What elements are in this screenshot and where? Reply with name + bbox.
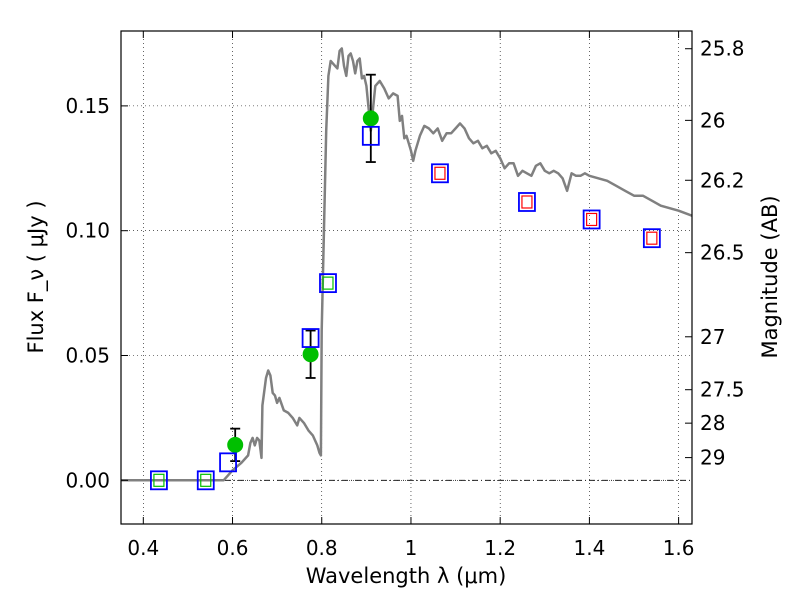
- mag-tick-label: 27: [700, 325, 725, 349]
- right-axis-title: Magnitude (AB): [758, 195, 782, 358]
- model-photometry-inner-square: [153, 473, 165, 487]
- model-photometry-square: [431, 163, 449, 184]
- x-axis-title: Wavelength λ (μm): [306, 564, 507, 588]
- observed-photometry-point: [362, 110, 379, 127]
- tick-labels: 0.4 0.6 0.8 1 1.2 1.4 1.6 0.00 0.05 0.10 0.15 25.8 2…: [65, 37, 744, 560]
- x-tick-label: 0.6: [217, 536, 249, 560]
- y-axis-title: Flux F_ν ( μJy ): [24, 200, 49, 353]
- y-tick-label: 0.15: [65, 94, 110, 118]
- y-tick-label: 0.05: [65, 344, 110, 368]
- model-photometry-inner-square: [434, 166, 446, 180]
- model-photometry-square: [196, 470, 215, 491]
- tick-marks: [121, 31, 692, 524]
- mag-tick-label: 27.5: [700, 378, 745, 402]
- x-tick-label: 1: [405, 536, 418, 560]
- y-tick-label: 0.00: [65, 468, 110, 492]
- mag-tick-label: 25.8: [700, 37, 745, 61]
- model-photometry-square: [301, 328, 320, 348]
- mag-tick-label: 26.5: [700, 241, 745, 265]
- model-photometry-inner-square: [322, 276, 334, 290]
- x-tick-label: 0.8: [306, 536, 338, 560]
- x-tick-label: 0.4: [127, 536, 159, 560]
- model-photometry-square: [150, 470, 168, 491]
- spectrum-line: [121, 47, 692, 482]
- observed-photometry-point: [227, 436, 244, 453]
- mag-tick-label: 26.2: [700, 168, 745, 192]
- plot-frame: [120, 30, 693, 525]
- mag-tick-label: 29: [700, 446, 725, 470]
- model-photometry-square: [582, 209, 601, 230]
- model-photometry-square: [361, 125, 380, 146]
- model-photometry-inner-square: [521, 195, 533, 209]
- model-photometry-inner-square: [586, 212, 598, 227]
- plot-area: [121, 47, 692, 491]
- model-photometry-inner-square: [200, 473, 212, 487]
- observed-photometry-point: [302, 346, 319, 363]
- x-tick-label: 1.6: [663, 536, 695, 560]
- grid-lines: [121, 31, 692, 524]
- mag-tick-label: 26: [700, 108, 725, 132]
- mag-tick-label: 28: [700, 411, 725, 435]
- x-tick-label: 1.2: [484, 536, 516, 560]
- model-photometry-square: [518, 192, 536, 212]
- model-photometry-square: [642, 228, 661, 249]
- model-photometry-inner-square: [646, 231, 658, 245]
- x-tick-label: 1.4: [573, 536, 605, 560]
- model-photometry-square: [319, 273, 337, 294]
- y-tick-label: 0.10: [65, 219, 110, 243]
- model-photometry-square: [219, 452, 237, 473]
